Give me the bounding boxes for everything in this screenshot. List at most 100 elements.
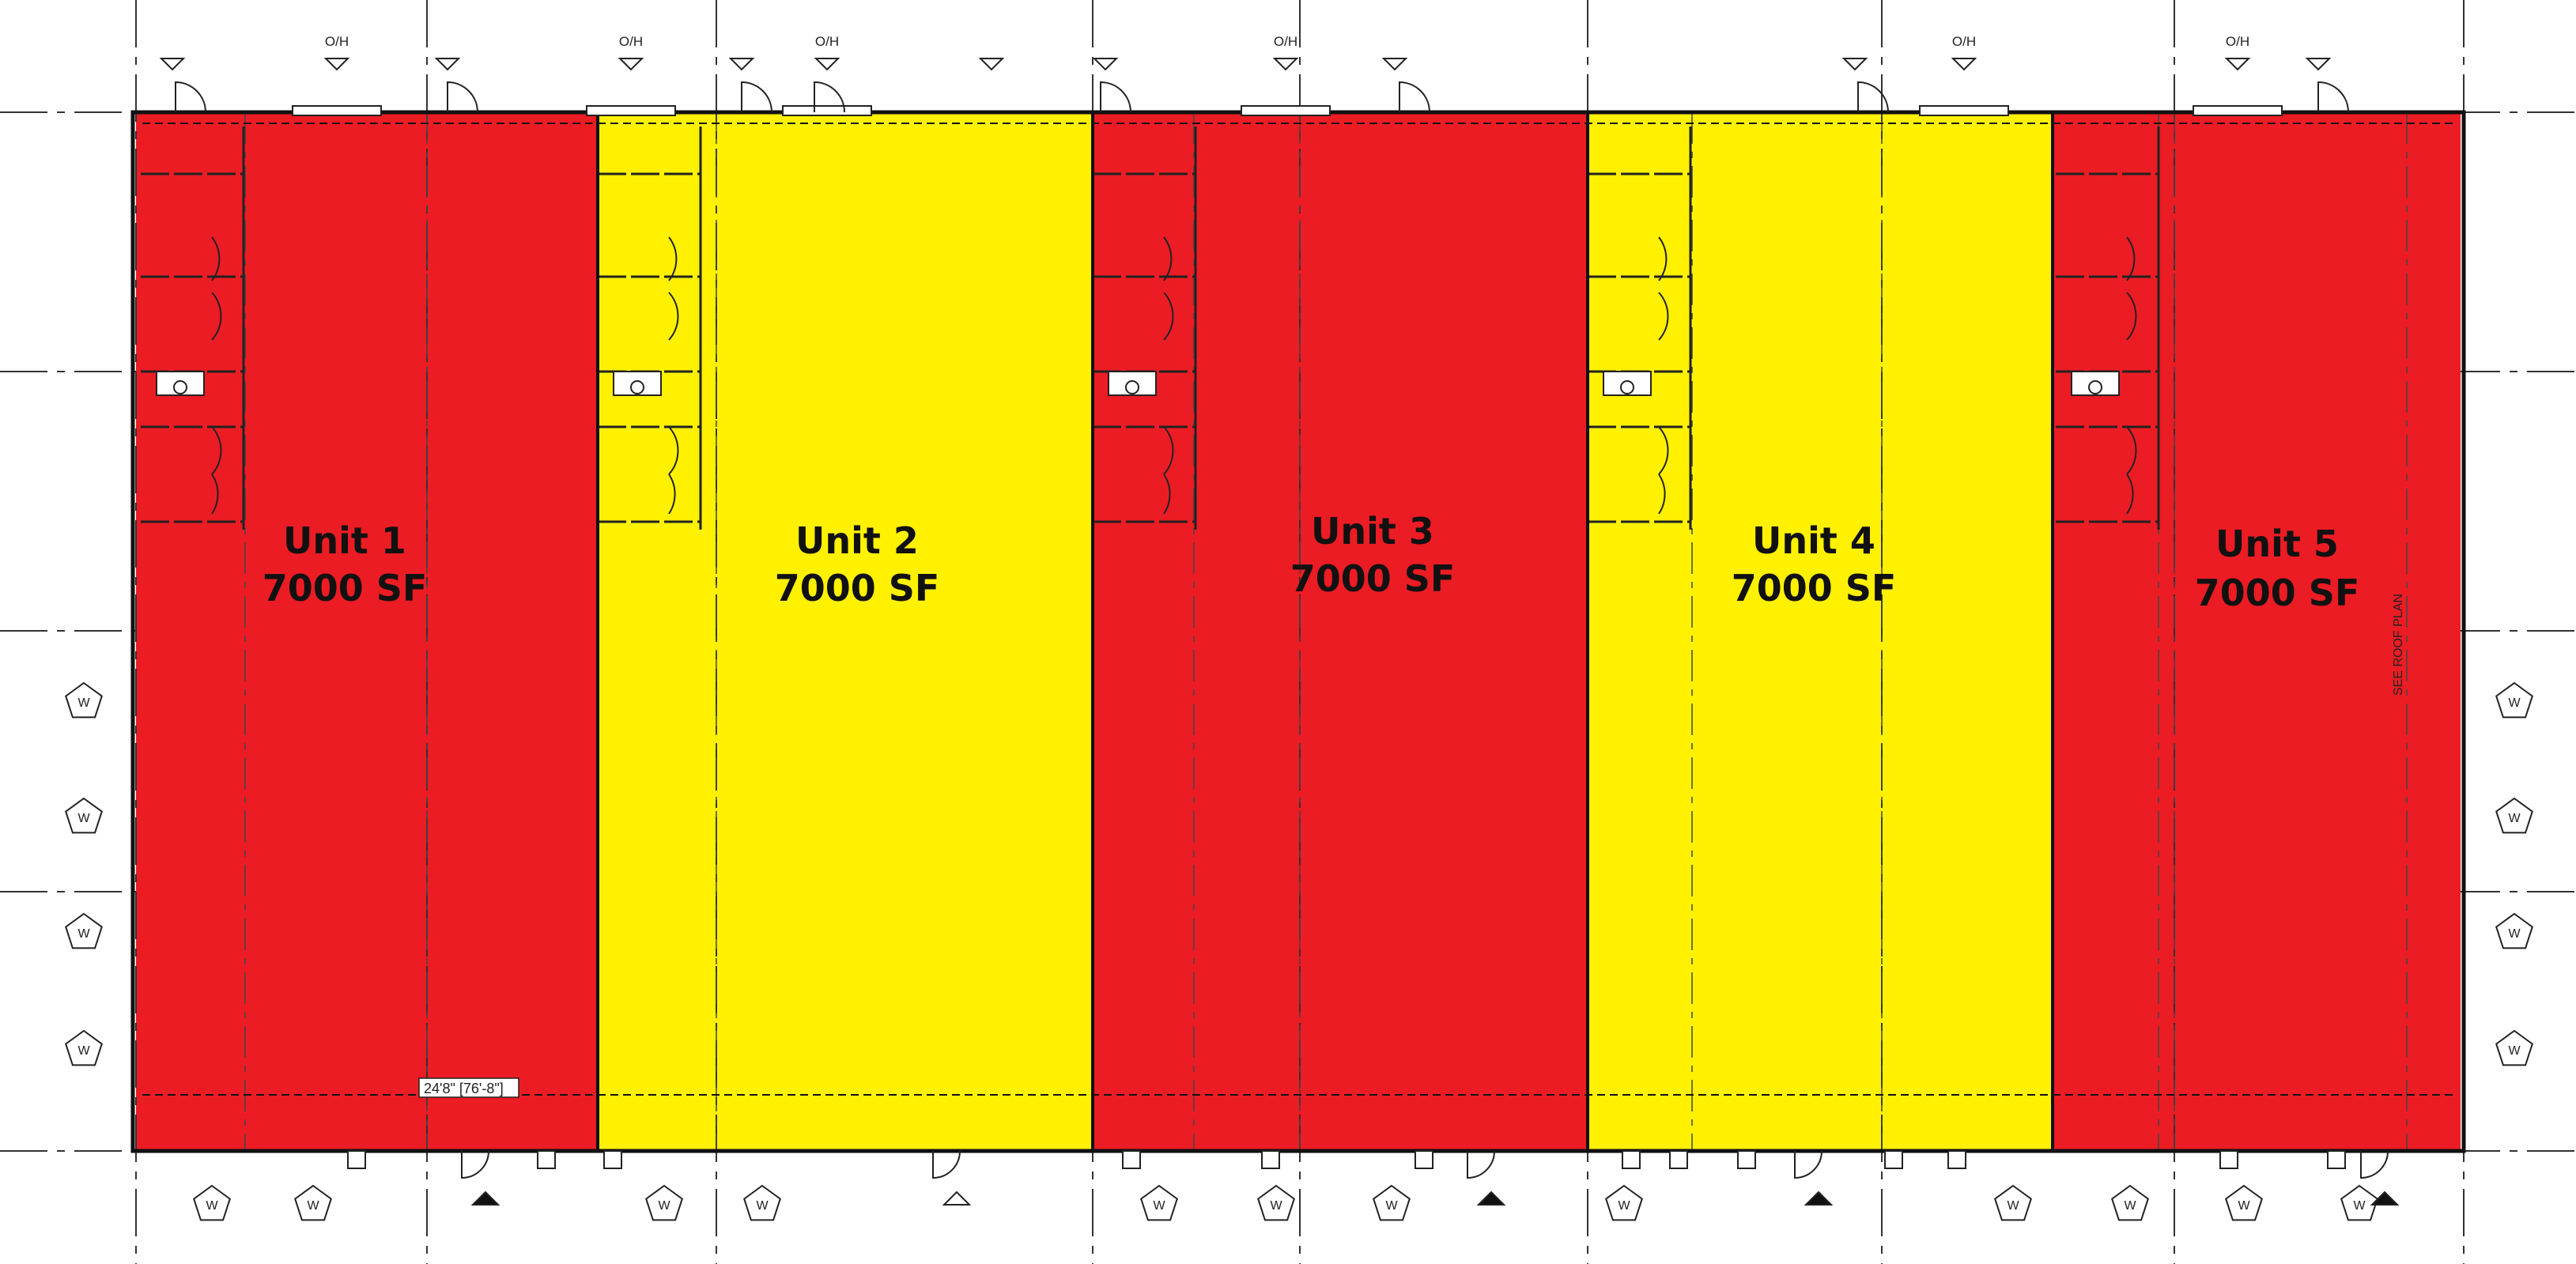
entry-triangle-icon (942, 1190, 972, 1206)
unit-3-name: Unit 3 (1311, 510, 1434, 553)
window-tag: W (2111, 1184, 2149, 1221)
window-tag-label: W (2124, 1199, 2136, 1213)
unit-3-area-label: 7000 SF (1290, 557, 1456, 600)
window-tag-label: W (77, 927, 90, 941)
window-tag: W (65, 1029, 103, 1066)
door-swing (2317, 81, 2349, 113)
restroom-block-2 (598, 126, 702, 530)
unit-4-area (1588, 114, 2053, 1149)
unit-5-name: Unit 5 (2215, 523, 2339, 565)
window-tag-label: W (206, 1199, 218, 1213)
window-tag: W (65, 681, 103, 719)
window-tag-label: W (1153, 1199, 1165, 1213)
pentagon-icon (645, 1184, 683, 1221)
overhead-door-label: O/H (325, 34, 349, 49)
window-tag: W (1373, 1184, 1411, 1221)
pentagon-icon (65, 681, 103, 719)
entry-markers (347, 1150, 2400, 1206)
overhead-door (782, 105, 872, 116)
window-tags: W W W W W W W W W W W W W W W W W W W W (65, 681, 2533, 1221)
entry-triangle-icon (2370, 1190, 2400, 1206)
overhead-door-icon (1951, 58, 1977, 71)
pentagon-icon (193, 1184, 231, 1221)
entry-triangle-icon (1804, 1190, 1834, 1206)
door-marker-icon (434, 58, 461, 71)
overhead-door-label: O/H (1274, 34, 1297, 49)
unit-4-area-label: 7000 SF (1732, 567, 1897, 609)
window-icon (2327, 1150, 2346, 1169)
pentagon-icon (2495, 1029, 2533, 1066)
unit-fills (136, 114, 2461, 1149)
overhead-door-icon (1272, 58, 1299, 71)
window-tag: W (294, 1184, 332, 1221)
window-tag-label: W (77, 812, 90, 825)
door-swing (932, 1150, 961, 1179)
window-tag: W (743, 1184, 781, 1221)
unit-2-name: Unit 2 (795, 519, 919, 562)
pentagon-icon (1605, 1184, 1643, 1221)
pentagon-icon (294, 1184, 332, 1221)
unit-1-area (136, 114, 598, 1149)
overhead-door (1241, 105, 1331, 116)
window-tag-label: W (2508, 696, 2521, 710)
restroom-block-1 (141, 126, 245, 530)
pentagon-icon (65, 797, 103, 834)
window-icon (347, 1150, 366, 1169)
restroom-block-3 (1093, 126, 1197, 530)
door-swing (1100, 81, 1131, 113)
unit-4-name: Unit 4 (1752, 519, 1875, 562)
restroom-partitions (141, 126, 2160, 530)
entry-triangle-icon (1476, 1190, 1506, 1206)
window-icon (1669, 1150, 1688, 1169)
window-tag-label: W (1385, 1199, 1398, 1213)
overhead-door (292, 105, 382, 116)
pentagon-icon (1994, 1184, 2032, 1221)
overhead-door (1919, 105, 2009, 116)
overhead-door-icon (814, 58, 840, 71)
door-swing (447, 81, 478, 113)
unit-3-area (1093, 114, 1588, 1149)
door-marker-icon (728, 58, 755, 71)
window-tag: W (1994, 1184, 2032, 1221)
restroom-block-4 (1588, 126, 1692, 530)
window-tag-label: W (2007, 1199, 2019, 1213)
window-icon (1622, 1150, 1641, 1169)
unit-2-area (598, 114, 1093, 1149)
window-icon (1737, 1150, 1756, 1169)
side-note-label: SEE ROOF PLAN (2392, 594, 2405, 696)
door-swing (461, 1150, 489, 1179)
window-tag: W (193, 1184, 231, 1221)
door-swing (741, 81, 772, 113)
window-tag-label: W (1270, 1199, 1282, 1213)
dimension-label: 24'8" [76'-8"] (424, 1081, 504, 1096)
window-tag-label: W (658, 1199, 670, 1213)
overhead-door (586, 105, 676, 116)
window-icon (1122, 1150, 1141, 1169)
door-swing (2360, 1150, 2389, 1179)
unit-2-area-label: 7000 SF (775, 567, 940, 609)
window-tag-label: W (307, 1199, 319, 1213)
window-tag-label: W (2508, 1044, 2521, 1058)
window-tag: W (1140, 1184, 1178, 1221)
unit-1-name: Unit 1 (283, 519, 406, 562)
overhead-door-label: O/H (1952, 34, 1976, 49)
pentagon-icon (2495, 797, 2533, 834)
entry-triangle-icon (470, 1190, 500, 1206)
pentagon-icon (2495, 681, 2533, 719)
window-icon (2219, 1150, 2238, 1169)
door-marker-icon (159, 58, 186, 71)
pentagon-icon (1140, 1184, 1178, 1221)
window-tag-label: W (2508, 927, 2521, 941)
window-tag-label: W (2353, 1199, 2366, 1213)
door-marker-icon (1092, 58, 1119, 71)
window-tag: W (2495, 912, 2533, 949)
overhead-door-icon (618, 58, 644, 71)
window-tag: W (65, 912, 103, 949)
window-tag-label: W (77, 1044, 90, 1058)
unit-5-area-label: 7000 SF (2195, 572, 2360, 614)
window-icon (537, 1150, 556, 1169)
window-tag: W (2495, 1029, 2533, 1066)
window-tag: W (2495, 797, 2533, 834)
window-tag: W (1605, 1184, 1643, 1221)
